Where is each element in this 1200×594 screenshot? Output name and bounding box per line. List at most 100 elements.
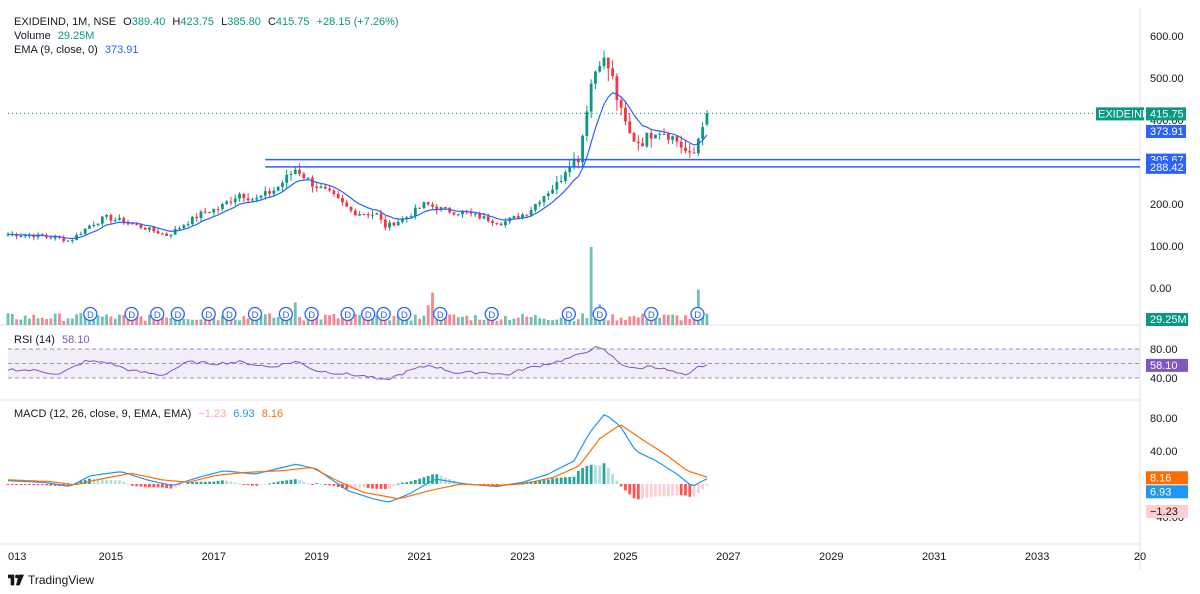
candle-body bbox=[160, 233, 164, 235]
macd-hist-bar bbox=[572, 476, 576, 484]
macd-hist-bar bbox=[66, 484, 70, 487]
candle-body bbox=[53, 236, 57, 239]
macd-hist-bar bbox=[109, 479, 113, 484]
candle-body bbox=[658, 133, 662, 135]
macd-hist-bar bbox=[362, 484, 366, 488]
dividend-badge-letter: D bbox=[380, 310, 387, 321]
volume-bar bbox=[645, 319, 649, 325]
macd-hist-bar bbox=[375, 484, 379, 489]
dividend-badge-icon bbox=[83, 306, 98, 322]
volume-bar bbox=[628, 316, 632, 325]
candle-body bbox=[332, 190, 336, 194]
candle-body bbox=[632, 132, 636, 142]
volume-bar bbox=[525, 316, 529, 325]
macd-hist-bar bbox=[323, 484, 327, 485]
macd-hist-bar bbox=[148, 484, 151, 488]
macd-hist-bar bbox=[15, 484, 18, 485]
candle-body bbox=[238, 193, 241, 199]
volume-bar bbox=[465, 315, 469, 325]
candle-body bbox=[598, 66, 602, 72]
dividend-badge-letter: D bbox=[128, 310, 135, 321]
volume-bar bbox=[251, 316, 254, 325]
candle-body bbox=[32, 235, 36, 238]
candle-body bbox=[461, 211, 464, 215]
candle-body bbox=[688, 151, 692, 153]
macd-hist-bar bbox=[521, 482, 524, 484]
macd-hist-bar bbox=[546, 479, 550, 484]
macd-hist-bar bbox=[100, 479, 104, 484]
volume-bar bbox=[225, 319, 229, 325]
candle-body bbox=[212, 208, 216, 213]
macd-hist-bar bbox=[23, 484, 27, 485]
volume-bar bbox=[606, 320, 610, 325]
candle-body bbox=[435, 206, 439, 211]
volume-bar bbox=[92, 318, 96, 325]
candle-body bbox=[495, 222, 499, 224]
volume-bar bbox=[418, 318, 422, 325]
macd-hist-bar bbox=[233, 482, 237, 484]
macd-hist-bar bbox=[229, 481, 233, 484]
macd-hist-bar bbox=[105, 479, 109, 484]
price-tick-label: 200.00 bbox=[1150, 199, 1184, 211]
candle-body bbox=[293, 169, 297, 175]
volume-bar bbox=[216, 320, 220, 325]
macd-hist-bar bbox=[366, 484, 370, 489]
candle-body bbox=[546, 193, 550, 196]
price-tag bbox=[1146, 160, 1186, 174]
candle-body bbox=[671, 136, 675, 140]
candle-body bbox=[611, 68, 614, 77]
volume-bar bbox=[139, 316, 143, 325]
volume-bar bbox=[28, 318, 31, 325]
macd-hist-bar bbox=[679, 484, 683, 496]
candle-body bbox=[654, 134, 657, 139]
macd-hist-bar bbox=[160, 484, 164, 488]
dividend-badge-icon bbox=[561, 306, 577, 322]
candle-body bbox=[105, 214, 109, 217]
macd-hist-bar bbox=[225, 480, 229, 484]
macd-signal-line bbox=[7, 424, 708, 500]
dividend-badge-icon bbox=[170, 306, 185, 322]
macd-hist-bar bbox=[701, 484, 705, 490]
macd-line bbox=[7, 414, 708, 503]
macd-hist-bar bbox=[568, 477, 572, 484]
brand[interactable]: TradingView bbox=[8, 573, 94, 587]
volume-bar bbox=[529, 316, 533, 325]
brand-name: TradingView bbox=[28, 573, 95, 587]
volume-bar bbox=[96, 315, 100, 325]
volume-tag bbox=[1146, 313, 1188, 326]
volume-bar bbox=[10, 313, 14, 325]
volume-bar bbox=[83, 314, 87, 325]
rsi-tag-label: 58.10 bbox=[1150, 360, 1178, 372]
dividend-badge-letter: D bbox=[226, 310, 233, 321]
volume-bar bbox=[624, 320, 627, 325]
candle-body bbox=[491, 220, 494, 223]
macd-hist-bar bbox=[692, 484, 696, 497]
volume-bar bbox=[654, 316, 657, 325]
candle-body bbox=[388, 222, 392, 228]
candle-body bbox=[675, 136, 679, 142]
candle-body bbox=[443, 207, 447, 209]
dividend-badge-icon bbox=[484, 306, 499, 322]
time-tick-label: 2033 bbox=[1025, 551, 1049, 563]
close-value: 415.75 bbox=[275, 16, 310, 28]
volume-bar bbox=[473, 315, 477, 325]
macd-hist-bar bbox=[203, 481, 207, 484]
candle-body bbox=[195, 216, 199, 219]
macd-hist-bar bbox=[281, 480, 284, 484]
volume-bar bbox=[100, 316, 104, 325]
volume-bar bbox=[182, 318, 186, 325]
candle-body bbox=[396, 221, 400, 226]
price-tick-label: 100.00 bbox=[1150, 241, 1184, 253]
macd-hist-bar bbox=[19, 484, 23, 485]
macd-hist-bar bbox=[409, 481, 413, 484]
time-tick-label: 20 bbox=[1134, 551, 1146, 563]
macd-hist-bar bbox=[122, 481, 126, 484]
macd-hist-bar bbox=[143, 484, 147, 488]
candle-body bbox=[311, 177, 314, 187]
price-tag-label: 415.75 bbox=[1150, 108, 1184, 120]
macd-hist-bar bbox=[482, 484, 486, 485]
volume-bar bbox=[45, 319, 48, 325]
volume-bar bbox=[135, 315, 139, 325]
candle-body bbox=[182, 225, 186, 229]
